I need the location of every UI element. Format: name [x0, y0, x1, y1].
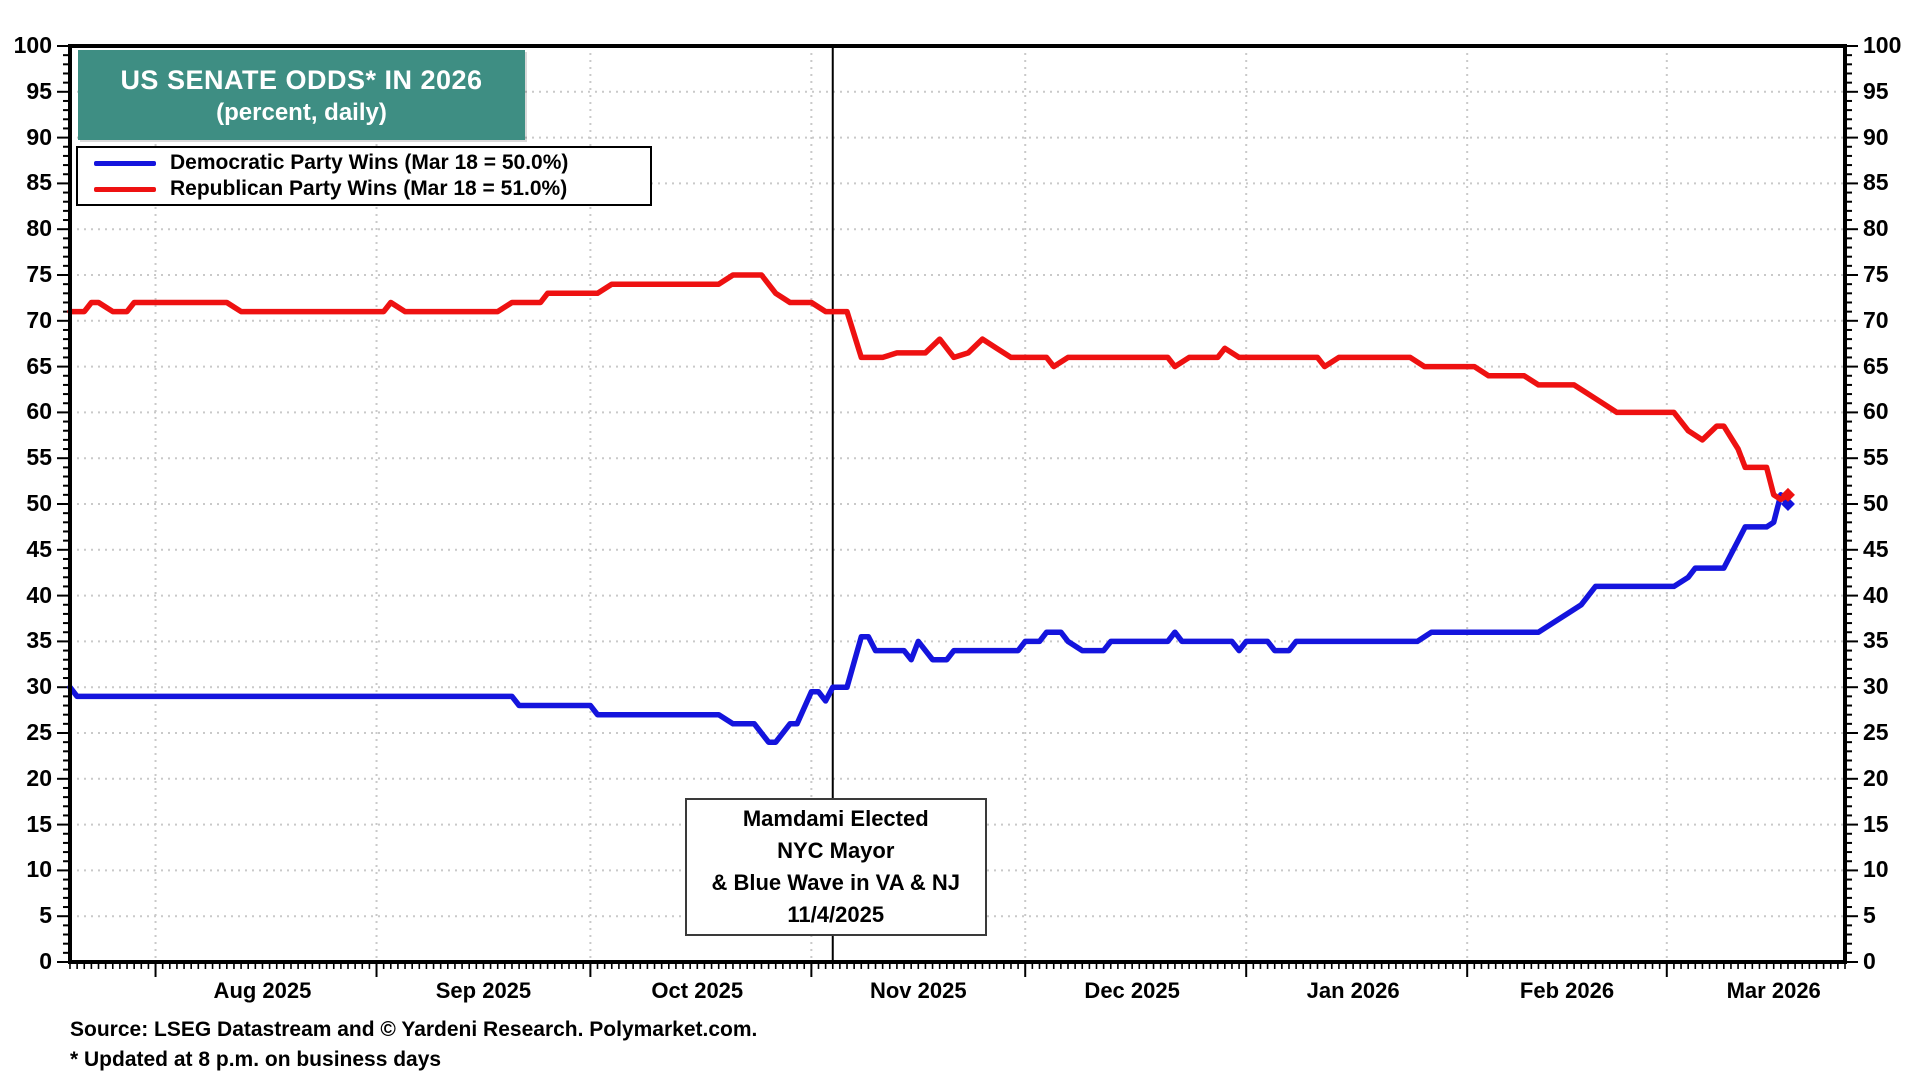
annotation-line-3: & Blue Wave in VA & NJ: [711, 870, 961, 895]
y-axis-tick-label-left: 40: [26, 581, 52, 608]
x-axis-month-label: Aug 2025: [213, 978, 312, 1003]
annotation-line-2: NYC Mayor: [777, 838, 895, 863]
republican-line-end-marker: [1780, 487, 1795, 502]
y-axis-tick-label-left: 30: [26, 673, 52, 700]
y-axis-tick-label-left: 85: [26, 169, 52, 196]
y-axis-tick-label-right: 20: [1863, 764, 1889, 791]
y-axis-tick-label-left: 75: [26, 261, 52, 287]
legend: Democratic Party Wins (Mar 18 = 50.0%) R…: [76, 146, 652, 206]
y-axis-tick-label-right: 75: [1863, 261, 1889, 287]
y-axis-tick-label-right: 60: [1863, 398, 1889, 425]
y-axis-tick-label-right: 90: [1863, 123, 1889, 150]
y-axis-tick-label-right: 55: [1863, 444, 1889, 471]
y-axis-tick-label-right: 15: [1863, 810, 1889, 837]
legend-item-democratic: Democratic Party Wins (Mar 18 = 50.0%): [78, 150, 650, 176]
x-axis-month-label: Feb 2026: [1519, 978, 1615, 1003]
y-axis-tick-label-right: 0: [1863, 948, 1876, 974]
y-axis-tick-label-left: 10: [26, 856, 52, 883]
x-axis-month-label: Sep 2025: [435, 978, 532, 1003]
legend-item-republican: Republican Party Wins (Mar 18 = 51.0%): [78, 176, 650, 202]
y-axis-tick-label-left: 15: [26, 810, 52, 837]
y-axis-tick-label-left: 65: [26, 352, 52, 379]
legend-label-republican: Republican Party Wins (Mar 18 = 51.0%): [170, 177, 568, 200]
plot-frame: [68, 44, 1847, 964]
republican-line-swatch: [94, 186, 156, 192]
y-axis-tick-label-right: 70: [1863, 306, 1889, 333]
y-axis-tick-label-right: 25: [1863, 719, 1889, 745]
footnote-text: * Updated at 8 p.m. on business days: [70, 1048, 442, 1071]
chart-subtitle: (percent, daily): [216, 99, 387, 126]
democratic-line: [67, 492, 1791, 745]
y-axis-tick-label-right: 45: [1863, 535, 1889, 562]
event-annotation-box: Mamdami Elected NYC Mayor & Blue Wave in…: [684, 798, 987, 936]
democratic-line-end-marker: [1780, 497, 1795, 511]
y-axis-tick-label-left: 45: [26, 535, 52, 562]
x-axis-month-label: Nov 2025: [869, 978, 967, 1003]
y-axis-tick-label-left: 20: [26, 764, 52, 791]
y-axis-tick-label-left: 70: [26, 306, 52, 333]
y-axis-tick-label-left: 35: [26, 627, 52, 654]
y-axis-tick-label-left: 80: [26, 215, 52, 242]
y-axis-tick-label-left: 5: [39, 902, 52, 929]
democratic-line-swatch: [94, 160, 156, 166]
y-axis-tick-label-left: 50: [26, 490, 52, 516]
y-axis-tick-label-right: 80: [1863, 215, 1889, 242]
y-axis-tick-label-right: 50: [1863, 490, 1889, 516]
y-axis-tick-label-left: 0: [39, 948, 52, 974]
y-axis-tick-label-right: 35: [1863, 627, 1889, 654]
y-axis-tick-label-left: 90: [26, 123, 52, 150]
y-axis-tick-label-right: 95: [1863, 77, 1889, 104]
annotation-line-1: Mamdami Elected: [742, 806, 929, 831]
x-axis-month-label: Dec 2025: [1084, 978, 1180, 1003]
x-axis-month-label: Oct 2025: [651, 978, 744, 1003]
republican-line: [67, 272, 1791, 503]
annotation-line-4: 11/4/2025: [787, 902, 885, 927]
legend-label-democratic: Democratic Party Wins (Mar 18 = 50.0%): [170, 151, 569, 174]
x-axis-month-label: Jan 2026: [1306, 978, 1400, 1003]
y-axis-tick-label-left: 55: [26, 444, 52, 471]
y-axis-tick-label-right: 65: [1863, 352, 1889, 379]
y-axis-tick-label-left: 95: [26, 77, 52, 104]
y-axis-tick-label-right: 10: [1863, 856, 1889, 883]
chart-title: US SENATE ODDS* IN 2026: [120, 65, 483, 95]
y-axis-tick-label-left: 60: [26, 398, 52, 425]
y-axis-tick-label-left: 25: [26, 719, 52, 745]
chart-title-box: US SENATE ODDS* IN 2026 (percent, daily): [78, 50, 525, 140]
source-text: Source: LSEG Datastream and © Yardeni Re…: [70, 1018, 758, 1041]
y-axis-tick-label-right: 5: [1863, 902, 1876, 929]
y-axis-tick-label-right: 30: [1863, 673, 1889, 700]
y-axis-tick-label-right: 100: [1863, 32, 1902, 58]
y-axis-tick-label-right: 40: [1863, 581, 1889, 608]
y-axis-tick-label-right: 85: [1863, 169, 1889, 196]
y-axis-tick-label-left: 100: [13, 32, 52, 58]
x-axis-month-label: Mar 2026: [1726, 978, 1821, 1003]
